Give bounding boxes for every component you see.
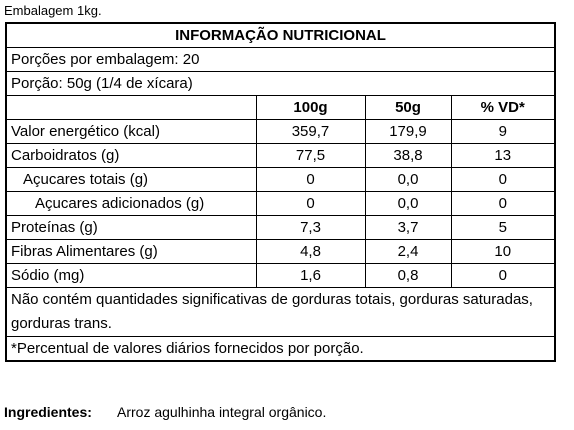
servings: Porções por embalagem: 20 <box>5 47 556 72</box>
nutrient-value: 0 <box>255 167 366 192</box>
nutrient-value: 1,6 <box>255 263 366 288</box>
nutrient-name: Proteínas (g) <box>5 215 257 240</box>
nutrient-value: 0,8 <box>364 263 452 288</box>
ingredients-value: Arroz agulhinha integral orgânico. <box>117 404 327 420</box>
nutrient-value: 0 <box>450 167 556 192</box>
nutrient-value: 0 <box>450 191 556 216</box>
header-blank <box>5 95 257 120</box>
ingredients-label: Ingredientes: <box>4 404 92 420</box>
nutrient-value: 0,0 <box>364 167 452 192</box>
nutrient-value: 0,0 <box>364 191 452 216</box>
nutrient-value: 77,5 <box>255 143 366 168</box>
nutrient-name: Açucares totais (g) <box>5 167 257 192</box>
nutrient-value: 0 <box>450 263 556 288</box>
nutrient-row: Proteínas (g) 7,3 3,7 5 <box>5 215 556 240</box>
table-title: INFORMAÇÃO NUTRICIONAL <box>5 22 556 48</box>
nutrient-value: 9 <box>450 119 556 144</box>
nutrient-value: 10 <box>450 239 556 264</box>
column-header: 100g <box>255 95 366 120</box>
nutrient-value: 38,8 <box>364 143 452 168</box>
nutrient-name: Açucares adicionados (g) <box>5 191 257 216</box>
nutrient-name: Carboidratos (g) <box>5 143 257 168</box>
column-header: 50g <box>364 95 452 120</box>
nutrient-value: 0 <box>255 191 366 216</box>
nutrient-value: 3,7 <box>364 215 452 240</box>
nutrient-row: Fibras Alimentares (g) 4,8 2,4 10 <box>5 239 556 264</box>
nutrient-name: Valor energético (kcal) <box>5 119 257 144</box>
footnote: Não contém quantidades significativas de… <box>5 287 556 337</box>
nutrient-row: Carboidratos (g) 77,5 38,8 13 <box>5 143 556 168</box>
nutrient-value: 359,7 <box>255 119 366 144</box>
nutrient-row: Sódio (mg) 1,6 0,8 0 <box>5 263 556 288</box>
nutrient-value: 13 <box>450 143 556 168</box>
nutrient-name: Sódio (mg) <box>5 263 257 288</box>
ingredients: Ingredientes: Arroz agulhinha integral or… <box>4 404 326 420</box>
nutrient-value: 2,4 <box>364 239 452 264</box>
nutrient-value: 5 <box>450 215 556 240</box>
nutrient-name: Fibras Alimentares (g) <box>5 239 257 264</box>
nutrient-value: 4,8 <box>255 239 366 264</box>
footnote: *Percentual de valores diários fornecido… <box>5 336 556 362</box>
nutrient-value: 179,9 <box>364 119 452 144</box>
nutrient-row: Açucares adicionados (g) 0 0,0 0 <box>5 191 556 216</box>
nutrient-row: Valor energético (kcal) 359,7 179,9 9 <box>5 119 556 144</box>
header-note: Embalagem 1kg. <box>4 3 102 18</box>
nutrient-row: Açucares totais (g) 0 0,0 0 <box>5 167 556 192</box>
column-header: % VD* <box>450 95 556 120</box>
portion: Porção: 50g (1/4 de xícara) <box>5 71 556 96</box>
nutrient-value: 7,3 <box>255 215 366 240</box>
nutrition-table: INFORMAÇÃO NUTRICIONAL Porções por embal… <box>5 22 557 362</box>
